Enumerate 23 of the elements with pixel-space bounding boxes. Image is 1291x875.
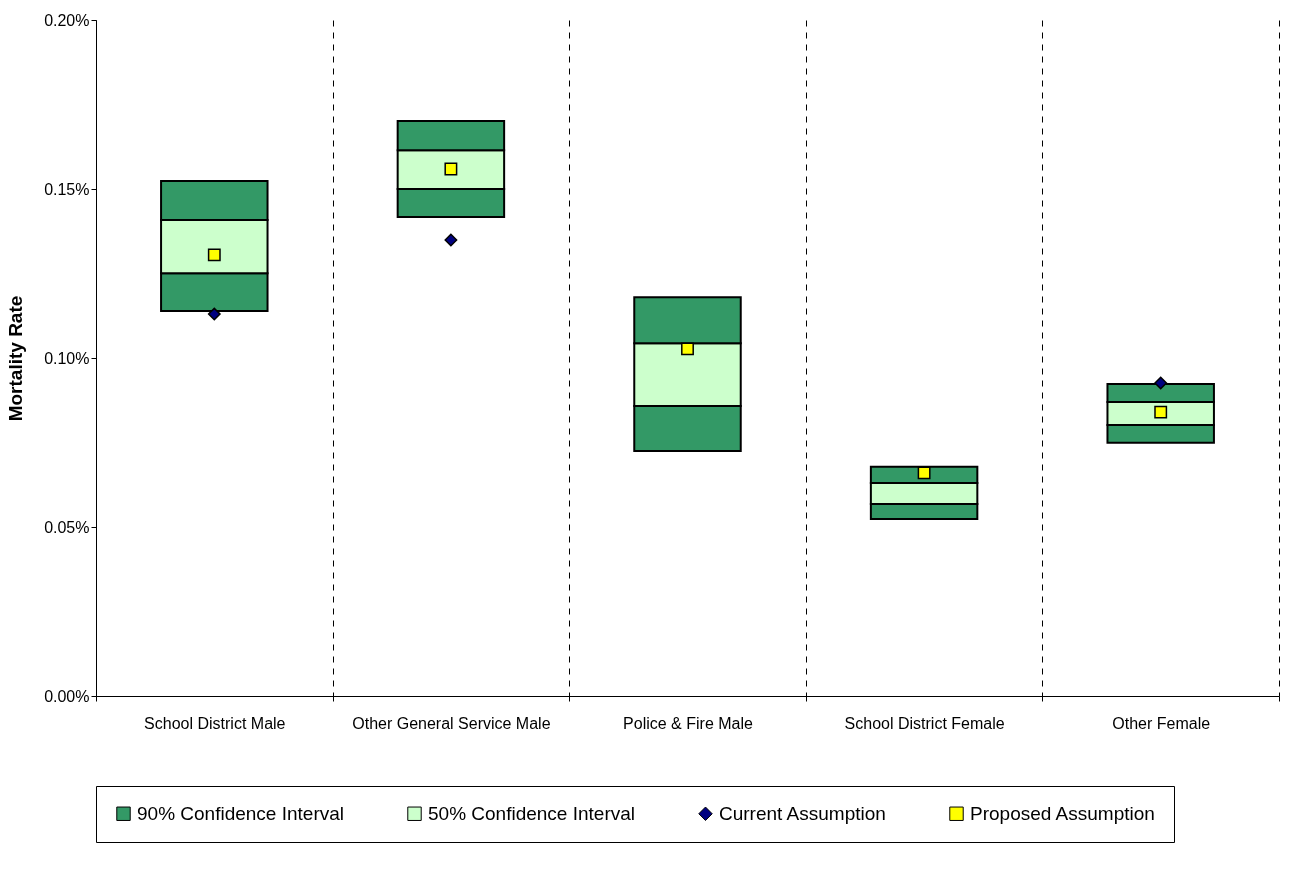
y-tick-label: 0.00% (44, 687, 90, 705)
point (917, 466, 931, 480)
point (207, 248, 221, 262)
y-tick-label: 0.20% (44, 11, 90, 29)
x-tick-label: School District Male (144, 714, 286, 732)
y-tick-label: 0.10% (44, 349, 90, 367)
x-tick-label: Other Female (1112, 714, 1211, 732)
legend-label: 50% Confidence Interval (428, 802, 636, 824)
y-axis-title: Mortality Rate (5, 295, 27, 422)
y-tick-label: 0.05% (44, 518, 90, 536)
y-tick-label: 0.15% (44, 180, 90, 198)
point (444, 162, 458, 176)
x-tick-label: Police & Fire Male (623, 714, 754, 732)
point (207, 307, 221, 321)
point (681, 342, 694, 356)
legend-label: Current Assumption (719, 802, 886, 824)
point (444, 233, 458, 247)
x-tick-label: School District Female (844, 714, 1005, 732)
legend-label: Proposed Assumption (970, 802, 1155, 824)
legend-label: 90% Confidence Interval (137, 802, 345, 824)
point (1154, 376, 1168, 390)
point (1154, 405, 1168, 419)
x-tick-label: Other General Service Male (352, 714, 551, 732)
